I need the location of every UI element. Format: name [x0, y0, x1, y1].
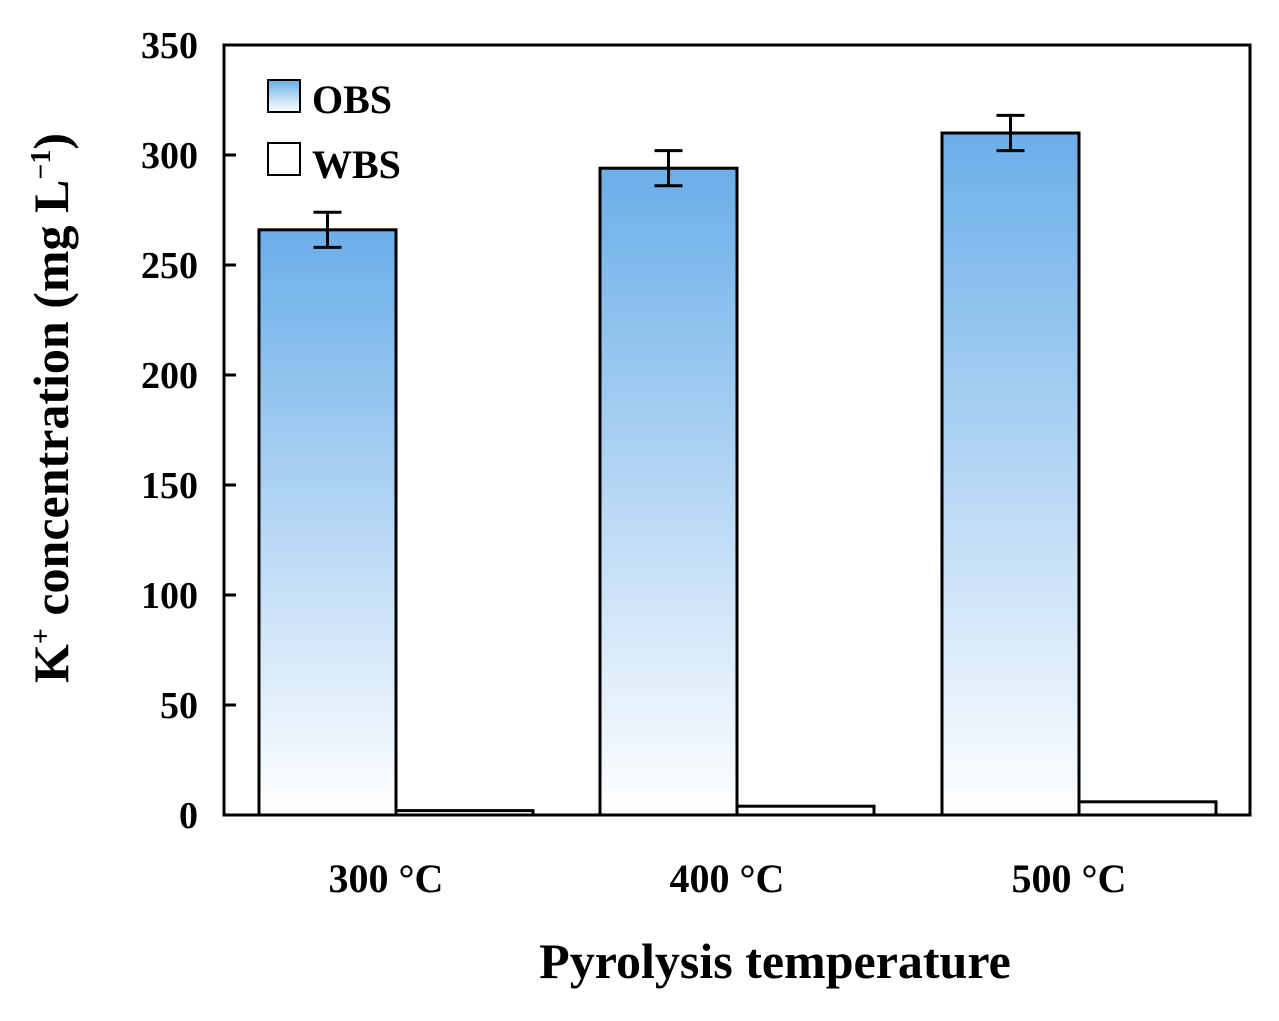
y-axis-title: K+ concentration (mg L−1)	[23, 133, 79, 683]
x-category-label: 300 °C	[329, 856, 444, 901]
y-tick-label: 100	[141, 575, 198, 617]
legend-label-wbs: WBS	[312, 142, 401, 187]
bar-obs-3	[940, 131, 1081, 817]
bar-obs-2	[598, 166, 739, 817]
y-tick-label: 0	[179, 795, 198, 837]
plot-area: 0 50 100 150 200 250 300 350 300 °C 400 °C 500 °C	[141, 25, 1218, 901]
bar-wbs-3	[1077, 800, 1218, 817]
y-tick-label: 50	[160, 685, 198, 727]
bar-obs-1	[257, 228, 398, 817]
legend: OBS WBS	[267, 77, 401, 187]
legend-swatch-wbs	[267, 142, 301, 176]
x-category-label: 400 °C	[670, 856, 785, 901]
y-tick-label: 150	[141, 465, 198, 507]
y-tick-label: 350	[141, 25, 198, 67]
x-axis-title: Pyrolysis temperature	[539, 933, 1011, 989]
x-category-label: 500 °C	[1012, 856, 1127, 901]
y-tick-label: 300	[141, 135, 198, 177]
y-tick-label: 250	[141, 245, 198, 287]
legend-swatch-obs	[267, 79, 301, 113]
plot-frame	[222, 43, 1252, 817]
y-tick-label: 200	[141, 355, 198, 397]
legend-label-obs: OBS	[312, 77, 392, 122]
